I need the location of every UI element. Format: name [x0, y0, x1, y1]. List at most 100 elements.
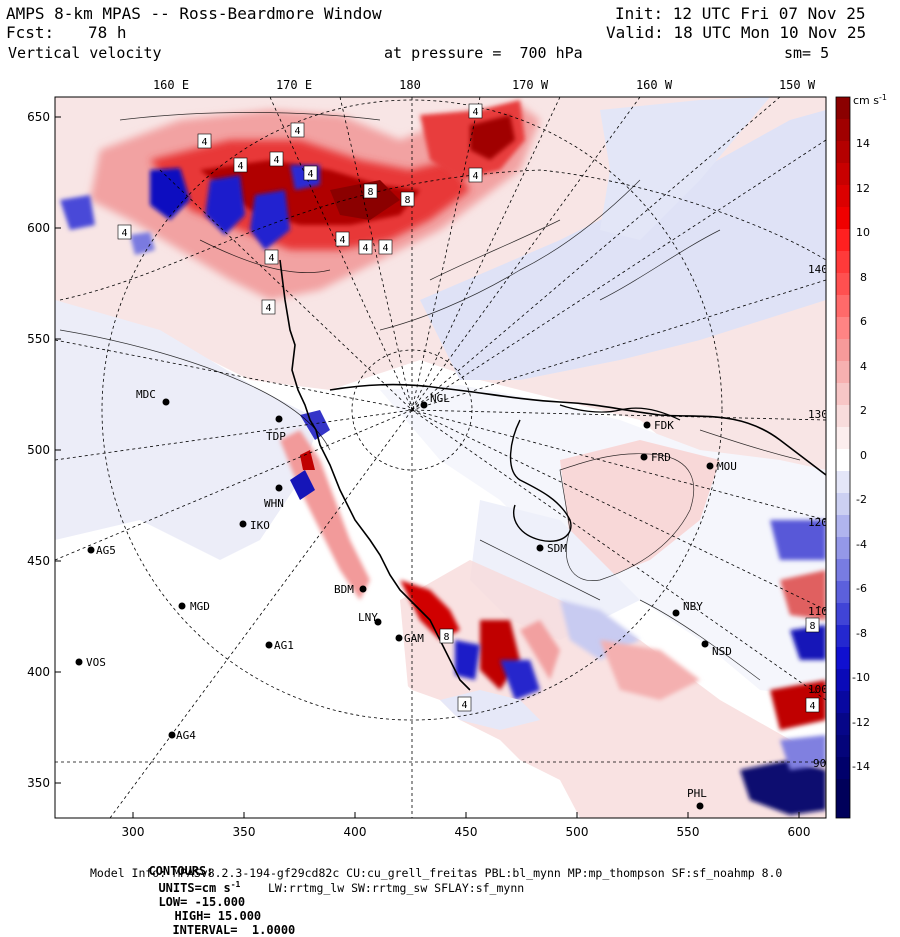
y-tick-label: 400	[27, 665, 50, 679]
x-tick-label: 400	[344, 825, 367, 839]
colorbar-tick: -12	[852, 716, 870, 729]
svg-text:4: 4	[121, 228, 127, 239]
svg-text:4: 4	[362, 243, 368, 254]
contour-label: 4	[378, 239, 393, 255]
station-label: NSD	[712, 645, 732, 658]
station-label: LNY	[358, 611, 378, 624]
svg-text:4: 4	[201, 137, 207, 148]
svg-text:4: 4	[472, 171, 478, 182]
x-tick-label: 350	[233, 825, 256, 839]
footer-high: HIGH= 15.000	[174, 909, 262, 923]
fcst-label: Fcst:	[6, 23, 55, 42]
colorbar-tick: 14	[856, 137, 870, 150]
footer-model-info-2: LW:rrtmg_lw SW:rrtmg_sw SFLAY:sf_mynn	[268, 881, 525, 895]
station-label: VOS	[86, 656, 106, 669]
contour-label: 4	[290, 122, 305, 138]
svg-text:8: 8	[404, 195, 410, 206]
fcst-value: 78 h	[88, 23, 127, 42]
contour-label: 4	[269, 151, 284, 167]
contour-label: 4	[117, 224, 132, 240]
top-lon-label: 160 E	[153, 78, 189, 92]
station-dots	[75, 398, 714, 810]
svg-text:4: 4	[265, 303, 271, 314]
footer-model-info: Model Info: MPASv8.2.3-194-gf29cd82c CU:…	[90, 866, 783, 880]
plot-frame	[54, 96, 827, 819]
footer-low: LOW= -15.000	[158, 895, 246, 909]
colorbar-tick: 12	[856, 182, 870, 195]
colorbar-tick: -4	[856, 538, 867, 551]
contour-label: 8	[805, 617, 820, 633]
station-label: FRD	[651, 451, 671, 464]
colorbar-units: cm s-1	[853, 93, 887, 107]
interior-lon-label: 100 W	[808, 683, 841, 696]
colorbar-tick: 4	[860, 360, 867, 373]
interior-lon-label: 130 W	[808, 408, 841, 421]
station-label: FDK	[654, 419, 674, 432]
map-figure: MDC TDP WHN IKO AG5 MGD VOS AG1 AG4 NGL …	[27, 78, 887, 839]
colorbar-tick: -14	[852, 760, 870, 773]
svg-text:4: 4	[268, 253, 274, 264]
station-label: PHL	[687, 787, 707, 800]
svg-text:4: 4	[294, 126, 300, 137]
station-label: SDM	[547, 542, 567, 555]
svg-text:4: 4	[339, 235, 345, 246]
colorbar	[835, 96, 851, 819]
contour-label: 4	[468, 167, 483, 183]
x-tick-label: 550	[677, 825, 700, 839]
init-time: Init: 12 UTC Fri 07 Nov 25	[615, 4, 866, 23]
top-lon-label: 180	[399, 78, 421, 92]
interior-lon-label: 120 W	[808, 516, 841, 529]
y-tick-label: 600	[27, 221, 50, 235]
contour-label: 8	[439, 628, 454, 644]
field-name: Vertical velocity	[8, 44, 162, 62]
interior-lon-label: 90 W	[813, 757, 840, 770]
x-tick-label: 500	[566, 825, 589, 839]
y-tick-label: 500	[27, 443, 50, 457]
y-tick-label: 650	[27, 110, 50, 124]
svg-text:4: 4	[273, 155, 279, 166]
station-label: MOU	[717, 460, 737, 473]
station-label: BDM	[334, 583, 354, 596]
colorbar-tick: -6	[856, 582, 867, 595]
svg-text:8: 8	[443, 632, 449, 643]
svg-text:4: 4	[461, 700, 467, 711]
station-label: NBY	[683, 600, 703, 613]
contour-label: 4	[233, 157, 248, 173]
station-label: NGL	[430, 392, 450, 405]
footer-units: UNITS=cm s-1	[158, 880, 241, 895]
contour-label: 4	[805, 697, 820, 713]
interior-lon-label: 110 W	[808, 605, 841, 618]
x-tick-label: 600	[788, 825, 811, 839]
footer-interval: INTERVAL= 1.0000	[172, 923, 296, 937]
svg-text:8: 8	[367, 187, 373, 198]
footer-contours: CONTOURS:	[148, 864, 214, 878]
contour-label: 4	[197, 133, 212, 149]
station-label: TDP	[266, 430, 286, 443]
colorbar-tick: -2	[856, 493, 867, 506]
colorbar-tick: -8	[856, 627, 867, 640]
y-tick-label: 550	[27, 332, 50, 346]
contour-label: 8	[363, 183, 378, 199]
svg-text:4: 4	[809, 701, 815, 712]
field-layer: MDC TDP WHN IKO AG5 MGD VOS AG1 AG4 NGL …	[55, 97, 841, 818]
contour-label: 8	[400, 191, 415, 207]
pressure-level: at pressure = 700 hPa	[384, 44, 583, 62]
colorbar-tick: 6	[860, 315, 867, 328]
station-label: GAM	[404, 632, 424, 645]
contour-label: 4	[358, 239, 373, 255]
svg-text:4: 4	[237, 161, 243, 172]
top-lon-label: 170 W	[512, 78, 549, 92]
station-label: MGD	[190, 600, 210, 613]
svg-text:8: 8	[809, 621, 815, 632]
station-label: AG5	[96, 544, 116, 557]
top-lon-label: 150 W	[779, 78, 816, 92]
graticule	[55, 97, 826, 818]
y-tick-label: 350	[27, 776, 50, 790]
colorbar-tick: 8	[860, 271, 867, 284]
x-tick-label: 300	[122, 825, 145, 839]
station-label: AG4	[176, 729, 196, 742]
station-label: IKO	[250, 519, 270, 532]
contour-label: 4	[264, 249, 279, 265]
colorbar-tick: 10	[856, 226, 870, 239]
map-title: AMPS 8-km MPAS -- Ross-Beardmore Window	[6, 4, 382, 23]
